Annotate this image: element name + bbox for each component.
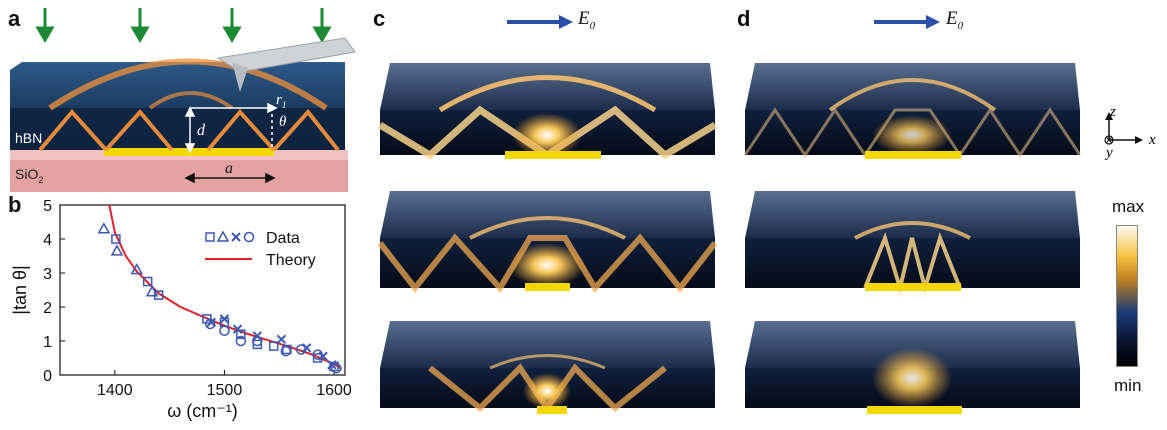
panel-b-letter: b — [8, 192, 22, 217]
data-point-circle — [280, 345, 292, 357]
axis-x-label: x — [1149, 132, 1156, 148]
field-arrow-c — [507, 15, 573, 29]
data-point-square — [111, 234, 121, 244]
data-point-triangle — [110, 244, 124, 256]
data-point-triangle — [145, 285, 159, 297]
gold-antenna — [104, 148, 274, 156]
legend-data-label: Data — [266, 230, 300, 247]
field-label-d: E0 — [946, 8, 964, 32]
a-arrow — [184, 172, 276, 184]
sim-c-1 — [378, 63, 717, 160]
data-point-circle — [330, 362, 342, 374]
data-point-circle — [219, 325, 230, 337]
legend-marker-x — [231, 232, 241, 242]
r1-label: r1 — [276, 92, 287, 110]
data-point-x — [219, 314, 230, 324]
legend-theory-label: Theory — [266, 252, 316, 269]
y-axis-label: |tan θ| — [10, 265, 30, 314]
data-point-square — [236, 329, 246, 339]
sio2-substrate — [10, 158, 348, 192]
x-tick-label: 1400 — [97, 382, 133, 399]
axis-y-label: y — [1106, 145, 1113, 161]
tan-theta-chart: 0 1 2 3 4 5 1400 1500 1600 |tan θ| ω (cm⁻¹) Data The… — [10, 198, 352, 421]
legend-marker-circle — [243, 231, 255, 243]
panel-d-letter: d — [737, 6, 751, 31]
data-point-triangle — [130, 263, 144, 275]
data-point-square — [269, 341, 279, 351]
y-tick-label: 3 — [43, 266, 52, 283]
sim-c-3 — [380, 321, 715, 414]
panel-a-letter: a — [8, 6, 21, 31]
axis-glyph — [1104, 112, 1143, 145]
d-label: d — [197, 122, 205, 139]
theta-label: θ — [279, 114, 287, 130]
sim-d-2 — [745, 191, 1080, 296]
axis-z-label: z — [1110, 104, 1116, 120]
data-point-circle — [295, 344, 307, 355]
field-arrow-d — [874, 15, 940, 29]
hbn-label: hBN — [15, 130, 43, 146]
panel-c-letter: c — [373, 6, 386, 31]
colorbar-min-label: min — [1114, 376, 1142, 395]
y-tick-label: 2 — [43, 300, 52, 317]
legend-marker-square — [205, 232, 215, 242]
data-point-triangle — [97, 222, 111, 234]
d-arrow — [184, 106, 196, 154]
theory-curve — [108, 204, 343, 370]
sio2-label: SiO2 — [15, 166, 44, 185]
data-point-x — [232, 324, 243, 334]
y-tick-label: 4 — [43, 232, 52, 249]
simulation-blocks — [377, 63, 1082, 414]
colorbar — [1116, 225, 1138, 367]
y-tick-label: 0 — [43, 368, 52, 385]
sim-c-2 — [377, 191, 718, 294]
data-point-square — [282, 344, 292, 355]
x-tick-label: 1500 — [207, 382, 243, 399]
data-point-x — [327, 360, 337, 370]
data-point-circle — [204, 318, 216, 330]
data-point-circle — [252, 335, 263, 347]
legend-marker-triangle — [216, 230, 230, 242]
sim-d-3 — [745, 321, 1080, 414]
polariton-rays — [38, 58, 340, 152]
data-point-x — [276, 334, 287, 345]
y-tick-label: 1 — [43, 334, 52, 351]
field-label-c: E0 — [578, 8, 596, 32]
y-tick-label: 5 — [43, 198, 52, 215]
a-label: a — [225, 160, 233, 177]
data-point-circle — [312, 349, 323, 360]
incident-light-arrows — [35, 8, 332, 43]
plot-frame — [59, 204, 346, 376]
colorbar-max-label: max — [1112, 197, 1145, 216]
data-point-circle — [235, 335, 247, 347]
x-axis-label: ω (cm⁻¹) — [167, 401, 238, 421]
data-point-square — [142, 276, 153, 287]
panel-a-schematic — [10, 8, 356, 192]
afm-tip — [216, 37, 356, 73]
x-tick-label: 1600 — [316, 382, 352, 399]
sim-d-1 — [743, 63, 1082, 159]
